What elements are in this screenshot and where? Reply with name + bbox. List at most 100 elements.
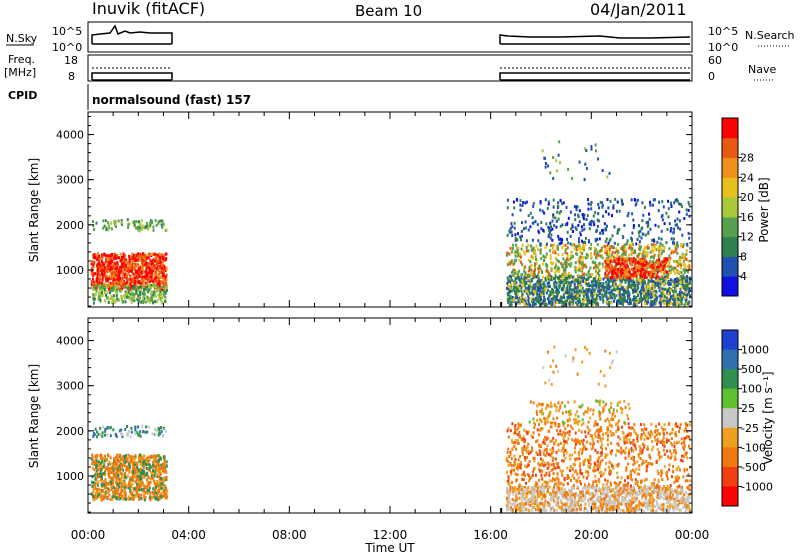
range-gate-cell xyxy=(542,228,545,232)
range-gate-cell xyxy=(163,492,166,496)
range-gate-cell xyxy=(547,233,550,237)
range-gate-cell xyxy=(573,282,576,286)
range-gate-cell xyxy=(161,259,164,263)
range-gate-cell xyxy=(689,276,692,280)
range-gate-cell xyxy=(559,199,562,202)
range-gate-cell xyxy=(664,257,667,261)
range-gate-cell xyxy=(95,495,98,499)
range-gate-cell xyxy=(539,289,542,293)
range-gate-cell xyxy=(670,279,673,283)
range-gate-cell xyxy=(157,293,160,297)
range-gate-cell xyxy=(649,296,652,300)
colorbar-block xyxy=(722,256,738,277)
range-gate-cell xyxy=(148,262,151,266)
range-gate-cell xyxy=(598,269,601,273)
range-gate-cell xyxy=(124,275,127,279)
range-gate-cell xyxy=(521,293,524,297)
range-gate-cell xyxy=(658,251,661,255)
range-gate-cell xyxy=(141,483,144,487)
range-gate-cell xyxy=(146,281,149,285)
colorbar-tick-label: 4 xyxy=(740,270,747,283)
range-gate-cell xyxy=(99,291,102,295)
range-gate-cell xyxy=(116,471,118,475)
range-gate-cell xyxy=(647,246,650,250)
range-gate-cell xyxy=(512,243,515,247)
range-gate-cell xyxy=(609,268,612,272)
range-gate-cell xyxy=(127,272,130,276)
range-gate-cell xyxy=(687,231,690,235)
range-gate-cell xyxy=(558,260,560,264)
range-gate-cell xyxy=(157,471,160,475)
range-gate-cell xyxy=(544,262,547,266)
range-gate-cell xyxy=(554,216,557,220)
range-gate-cell xyxy=(677,298,680,302)
range-gate-cell xyxy=(97,252,100,255)
range-gate-cell xyxy=(574,270,577,274)
range-gate-cell xyxy=(546,281,549,285)
range-gate-cell xyxy=(154,255,157,259)
range-gate-cell xyxy=(105,278,108,281)
range-gate-cell xyxy=(152,293,155,297)
range-gate-cell xyxy=(538,279,541,283)
range-gate-cell xyxy=(578,259,581,263)
range-gate-cell xyxy=(689,294,691,298)
range-gate-cell xyxy=(140,219,143,223)
range-gate-cell xyxy=(663,259,666,263)
range-gate-cell xyxy=(569,234,572,238)
range-gate-cell xyxy=(123,285,126,289)
range-gate-cell xyxy=(537,229,540,233)
range-gate-cell xyxy=(642,287,645,291)
range-gate-cell xyxy=(592,220,595,224)
range-gate-cell xyxy=(590,294,593,298)
range-gate-cell xyxy=(115,477,118,481)
range-gate-cell xyxy=(621,258,624,262)
range-gate-cell xyxy=(97,468,99,472)
range-gate-cell xyxy=(660,298,663,302)
range-gate-cell xyxy=(101,272,103,276)
range-gate-cell xyxy=(134,276,137,280)
range-gate-cell xyxy=(645,289,647,293)
range-gate-cell xyxy=(672,283,675,287)
range-gate-cell xyxy=(147,455,150,459)
range-gate-cell xyxy=(96,277,99,281)
range-gate-cell xyxy=(626,239,629,243)
range-gate-cell xyxy=(583,272,586,276)
range-gate-cell xyxy=(594,143,597,147)
range-gate-cell xyxy=(564,260,567,264)
range-gate-cell xyxy=(138,268,141,272)
range-gate-cell xyxy=(552,213,555,217)
range-gate-cell xyxy=(618,299,621,303)
range-gate-cell xyxy=(639,266,642,270)
range-gate-cell xyxy=(656,278,659,282)
range-gate-cell xyxy=(559,300,562,304)
range-gate-cell xyxy=(548,293,551,297)
range-gate-cell xyxy=(646,250,649,254)
range-gate-cell xyxy=(165,278,168,282)
range-gate-cell xyxy=(551,267,554,271)
range-gate-cell xyxy=(151,221,154,225)
range-gate-cell xyxy=(644,246,646,249)
nsky-tick-bottom: 10^0 xyxy=(52,41,82,54)
range-gate-cell xyxy=(140,471,143,475)
range-gate-cell xyxy=(122,300,125,304)
range-gate-cell xyxy=(657,275,660,279)
range-gate-cell xyxy=(646,261,649,265)
range-gate-cell xyxy=(553,282,556,286)
range-gate-cell xyxy=(561,253,564,257)
range-gate-cell xyxy=(650,293,653,297)
range-gate-cell xyxy=(627,281,630,284)
range-gate-cell xyxy=(587,202,590,206)
range-gate-cell xyxy=(673,201,676,205)
range-gate-cell xyxy=(651,246,654,250)
range-gate-cell xyxy=(538,295,541,298)
range-gate-cell xyxy=(587,207,590,211)
range-gate-cell xyxy=(144,226,147,230)
range-gate-cell xyxy=(596,281,599,284)
range-gate-cell xyxy=(134,253,137,257)
range-gate-cell xyxy=(594,237,597,241)
range-gate-cell xyxy=(595,269,597,273)
range-gate-cell xyxy=(640,286,643,290)
range-gate-cell xyxy=(678,276,681,280)
range-gate-cell xyxy=(130,484,132,488)
range-gate-cell xyxy=(683,265,686,269)
